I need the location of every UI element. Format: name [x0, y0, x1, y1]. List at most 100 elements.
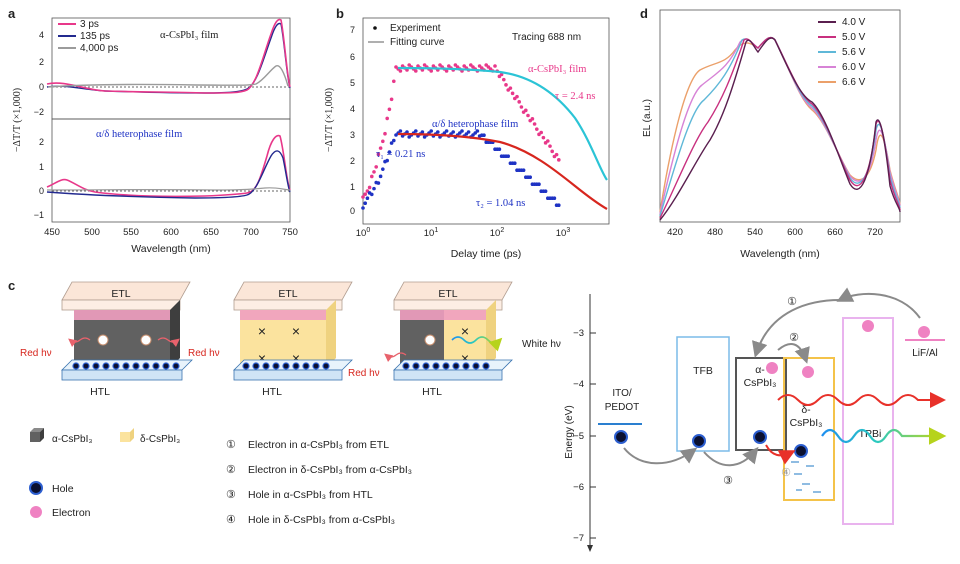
- alpha-label1: α-: [755, 364, 765, 376]
- ytick: 0: [39, 82, 44, 92]
- hetero-point: [521, 168, 526, 172]
- ytick: −7: [573, 533, 584, 544]
- alpha-point: [546, 139, 550, 143]
- xtick: 700: [243, 227, 259, 238]
- step2-marker: ②: [789, 332, 799, 344]
- hole-dot: [442, 362, 450, 370]
- alpha-point: [383, 131, 387, 136]
- hetero-point: [444, 129, 449, 133]
- ytick: 5: [350, 78, 355, 88]
- hetero-point: [475, 129, 480, 133]
- ytick: −1: [34, 210, 44, 220]
- xtick: 420: [667, 227, 683, 238]
- hetero-point: [436, 130, 440, 134]
- alpha-point: [398, 69, 403, 73]
- step-number: ④: [226, 514, 236, 526]
- alpha-point: [387, 107, 392, 112]
- hole-dot: [152, 362, 160, 370]
- steps-list: ① Electron in α-CsPbI₃ from ETL ② Electron …: [226, 439, 412, 526]
- hole-dot: [82, 362, 90, 370]
- legend-c: α-CsPbI₃ δ-CsPbI₃ Hole Electron: [29, 428, 180, 519]
- hole-dot: [132, 362, 140, 370]
- ytick: −6: [573, 482, 584, 493]
- xtick: 540: [747, 227, 763, 238]
- alpha-point: [524, 108, 528, 113]
- alpha-point: [502, 77, 506, 82]
- ytick: 2: [39, 57, 44, 67]
- hole-dot: [312, 362, 320, 370]
- step4-marker: ④: [781, 467, 791, 479]
- hetero-point: [385, 158, 390, 163]
- alpha-point: [519, 105, 524, 109]
- delta-label1: δ-: [801, 404, 811, 416]
- ytick: 3: [350, 130, 355, 140]
- ito-label: ITO/: [612, 388, 631, 399]
- red-hv-left: Red hν: [20, 348, 52, 359]
- xtick: 101: [424, 227, 439, 239]
- ytick: 4: [350, 104, 355, 114]
- blocked-mark: ×: [292, 323, 300, 339]
- hole-dot: [432, 362, 440, 370]
- energy-diagram: Energy (eV) −3 −4 −5 −6 −7 ITO/ PEDOT TF…: [564, 287, 947, 552]
- blocked-mark: ×: [461, 323, 469, 339]
- legend-4000ps: 4,000 ps: [80, 43, 118, 54]
- hetero-point: [381, 167, 385, 171]
- alpha-point: [376, 152, 381, 157]
- hole-dot: [292, 362, 300, 370]
- hetero-point: [370, 192, 374, 197]
- hetero-point: [537, 182, 541, 186]
- alpha-point: [429, 69, 434, 73]
- legend-experiment: Experiment: [390, 23, 441, 34]
- hole-dot: [412, 362, 420, 370]
- legend-fit: Fitting curve: [390, 37, 445, 48]
- hole-dot: [172, 362, 180, 370]
- hole-dot: [72, 362, 80, 370]
- alpha-point: [493, 64, 497, 68]
- htl-label: HTL: [90, 386, 110, 398]
- hole-dot: [142, 362, 150, 370]
- blocked-mark: ×: [292, 350, 300, 366]
- experiment-dots: [361, 63, 561, 210]
- white-hv: White hν: [522, 339, 561, 350]
- alpha-point: [541, 135, 546, 140]
- xtick: 660: [827, 227, 843, 238]
- device-alpha: ETL HTL Red hν Red hν: [20, 281, 220, 398]
- xlabel: Wavelength (nm): [740, 248, 820, 260]
- xtick: 720: [867, 227, 883, 238]
- etl-label: ETL: [278, 288, 297, 300]
- step-text: Hole in δ-CsPbI₃ from α-CsPbI₃: [248, 514, 395, 526]
- xtick: 450: [44, 227, 60, 238]
- legend-alpha: α-CsPbI₃: [52, 434, 92, 445]
- hole-rows: [72, 362, 490, 370]
- hole-dot: [482, 362, 490, 370]
- ytick: 4: [39, 30, 44, 40]
- hetero-point: [513, 161, 517, 165]
- hetero-point: [482, 133, 486, 137]
- panel-label-d: d: [640, 6, 648, 21]
- legend-delta: δ-CsPbI₃: [140, 434, 180, 445]
- hole-dot: [462, 362, 470, 370]
- hetero-point: [398, 129, 403, 133]
- step3-marker: ③: [723, 475, 733, 487]
- legend-voltage: 6.6 V: [842, 77, 866, 88]
- ytick: 2: [350, 156, 355, 166]
- blocked-mark: ×: [258, 350, 266, 366]
- alpha-point: [372, 170, 376, 174]
- xtick: 600: [163, 227, 179, 238]
- alpha-point: [367, 185, 372, 190]
- alpha-point: [363, 192, 368, 197]
- ytick: −4: [573, 379, 584, 390]
- ytick: 7: [350, 25, 355, 35]
- tau-label: τ = 2.4 ns: [555, 91, 595, 102]
- panel-label-a: a: [8, 6, 16, 21]
- step-number: ②: [226, 464, 236, 476]
- hetero-point: [429, 129, 434, 133]
- hole-dot: [162, 362, 170, 370]
- hole-dot: [282, 362, 290, 370]
- legend-hole: Hole: [52, 483, 74, 495]
- hetero-point: [361, 206, 365, 210]
- ytick: 6: [350, 52, 355, 62]
- xtick: 480: [707, 227, 723, 238]
- ytick: −5: [573, 431, 584, 442]
- xtick: 103: [556, 227, 571, 239]
